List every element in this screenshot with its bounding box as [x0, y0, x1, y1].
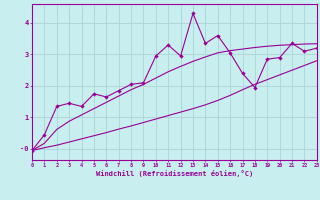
X-axis label: Windchill (Refroidissement éolien,°C): Windchill (Refroidissement éolien,°C) — [96, 170, 253, 177]
